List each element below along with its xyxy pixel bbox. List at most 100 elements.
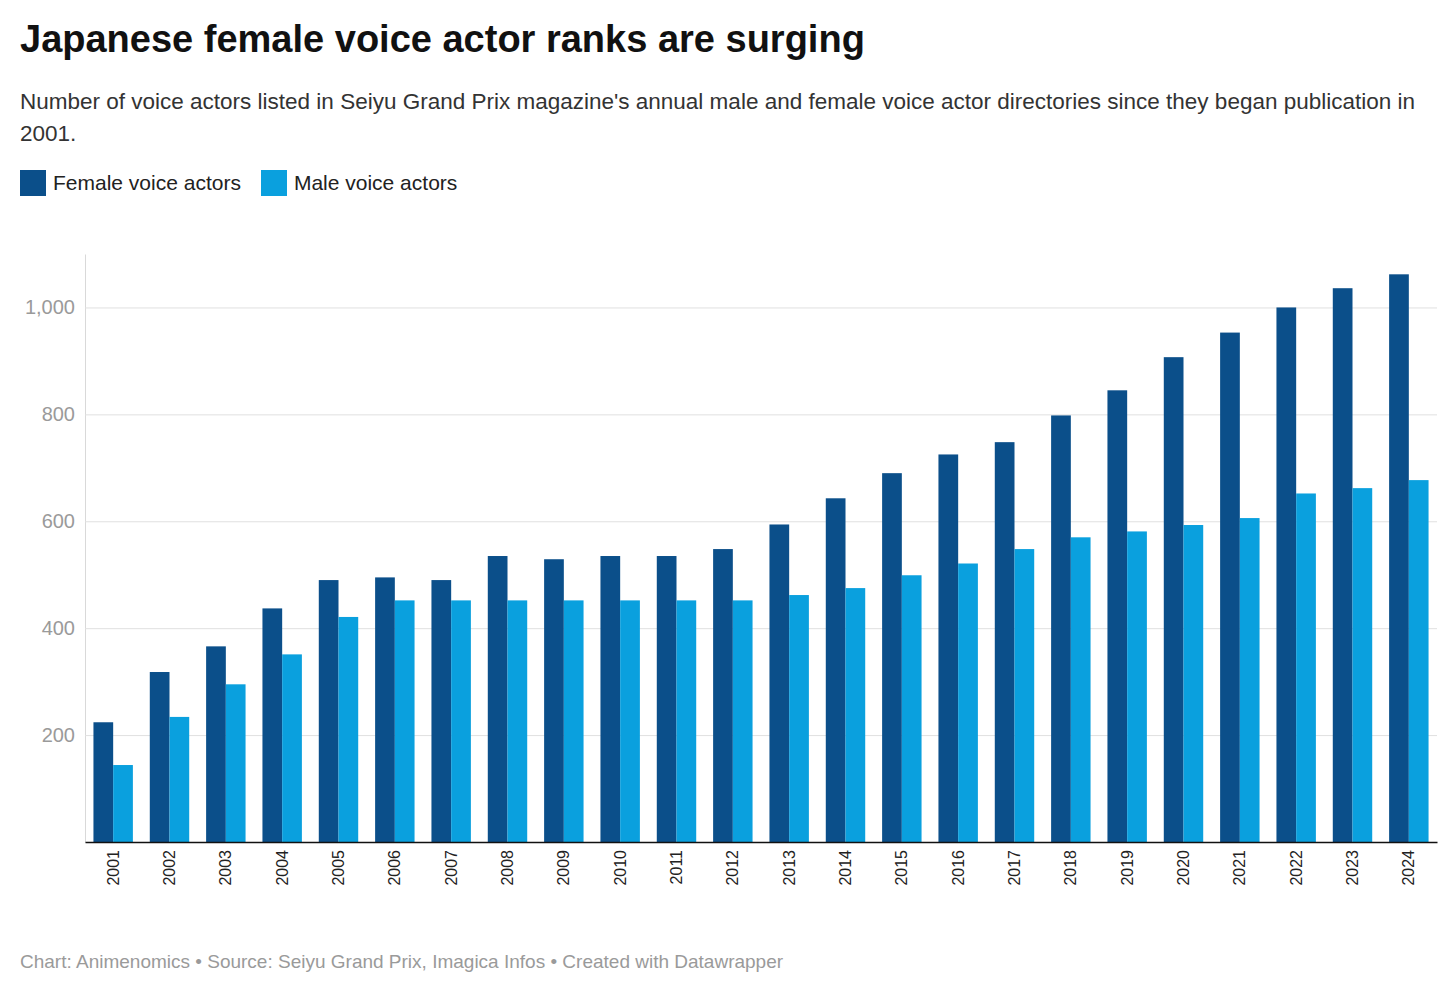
- x-tick: 2017: [1006, 842, 1023, 886]
- bar: [262, 608, 282, 842]
- bar: [564, 600, 584, 842]
- x-tick-label: 2008: [499, 850, 516, 886]
- x-tick-label: 2019: [1119, 850, 1136, 886]
- x-tick: 2024: [1400, 842, 1417, 886]
- x-tick-label: 2013: [781, 850, 798, 886]
- x-tick: 2011: [668, 842, 685, 884]
- x-tick: 2006: [386, 842, 403, 886]
- x-tick: 2012: [724, 842, 741, 886]
- bar: [1015, 549, 1035, 842]
- x-tick-label: 2010: [612, 850, 629, 886]
- bar: [93, 722, 113, 842]
- bar: [620, 600, 640, 842]
- x-tick-label: 2011: [668, 850, 685, 885]
- bar: [319, 580, 339, 842]
- y-tick-label: 800: [42, 403, 75, 425]
- y-axis-line: [85, 255, 86, 843]
- x-tick: 2013: [781, 842, 798, 886]
- legend-label: Male voice actors: [294, 171, 457, 195]
- bar: [1164, 357, 1184, 842]
- bars: [93, 274, 1428, 842]
- bar: [1107, 390, 1127, 842]
- bar: [113, 765, 133, 842]
- x-tick: 2022: [1288, 842, 1305, 886]
- bar: [282, 654, 302, 842]
- x-tick: 2002: [161, 842, 178, 886]
- x-axis-line: [86, 842, 1438, 844]
- y-tick-label: 600: [42, 510, 75, 532]
- bar: [544, 559, 564, 842]
- bar: [769, 524, 789, 842]
- y-tick-label: 400: [42, 617, 75, 639]
- bar: [1071, 537, 1091, 842]
- bar: [206, 646, 226, 842]
- x-tick-label: 2001: [105, 850, 122, 886]
- x-tick-label: 2012: [724, 850, 741, 886]
- bar: [733, 600, 753, 842]
- x-tick-label: 2007: [443, 850, 460, 886]
- bar: [657, 556, 677, 842]
- bar: [846, 588, 866, 842]
- x-tick: 2010: [612, 842, 629, 886]
- bar: [713, 549, 733, 842]
- x-tick: 2009: [555, 842, 572, 886]
- bar: [431, 580, 451, 842]
- x-tick-label: 2018: [1062, 850, 1079, 886]
- bar: [600, 556, 620, 842]
- bar: [1184, 525, 1204, 842]
- bar: [1127, 531, 1147, 842]
- grid-line: [85, 307, 1437, 308]
- bar: [1296, 493, 1316, 842]
- y-tick-label: 1,000: [25, 296, 75, 318]
- x-tick-label: 2017: [1006, 850, 1023, 886]
- x-tick: 2020: [1175, 842, 1192, 886]
- bar: [1240, 518, 1260, 842]
- x-tick: 2018: [1062, 842, 1079, 886]
- x-tick-label: 2022: [1288, 850, 1305, 886]
- bar: [170, 717, 190, 842]
- bar: [1353, 488, 1373, 842]
- x-tick: 2005: [330, 842, 347, 886]
- bar: [508, 600, 528, 842]
- bar: [938, 454, 958, 842]
- bar: [226, 684, 246, 842]
- bar: [995, 442, 1015, 842]
- bar: [1051, 415, 1071, 842]
- x-tick-label: 2004: [274, 850, 291, 886]
- x-tick-label: 2014: [837, 850, 854, 886]
- y-tick-label: 200: [42, 724, 75, 746]
- legend-label: Female voice actors: [53, 171, 241, 195]
- x-tick-label: 2024: [1400, 850, 1417, 886]
- x-tick-label: 2002: [161, 850, 178, 886]
- x-tick-label: 2005: [330, 850, 347, 886]
- y-tick: 1,000: [25, 296, 1437, 318]
- x-tick: 2008: [499, 842, 516, 886]
- source-note: Chart: Animenomics • Source: Seiyu Grand…: [20, 951, 784, 972]
- bar: [339, 617, 359, 842]
- x-tick-label: 2003: [217, 850, 234, 886]
- bar: [958, 564, 978, 842]
- x-tick-label: 2015: [893, 850, 910, 886]
- bar: [1389, 274, 1409, 842]
- series-bars: [93, 274, 1408, 842]
- subtitle: Number of voice actors listed in Seiyu G…: [20, 86, 1420, 150]
- chart: 200 400 600 800 1,000 2001 2002 2003 2004 2005 200…: [0, 0, 1456, 995]
- x-tick: 2003: [217, 842, 234, 886]
- x-tick: 2004: [274, 842, 291, 886]
- bar: [1220, 333, 1240, 842]
- x-tick-label: 2016: [950, 850, 967, 886]
- bar: [451, 600, 471, 842]
- title: Japanese female voice actor ranks are su…: [20, 18, 865, 61]
- bar: [902, 575, 922, 842]
- x-tick-label: 2009: [555, 850, 572, 886]
- x-tick: 2023: [1344, 842, 1361, 886]
- x-tick: 2007: [443, 842, 460, 886]
- bar: [677, 600, 697, 842]
- legend-swatch: [261, 170, 287, 196]
- x-tick: 2001: [105, 842, 122, 886]
- bar: [882, 473, 902, 842]
- legend-item: Male voice actors: [261, 170, 457, 196]
- bar: [1276, 307, 1296, 842]
- legend: Female voice actors Male voice actors: [20, 170, 457, 196]
- x-tick: 2019: [1119, 842, 1136, 886]
